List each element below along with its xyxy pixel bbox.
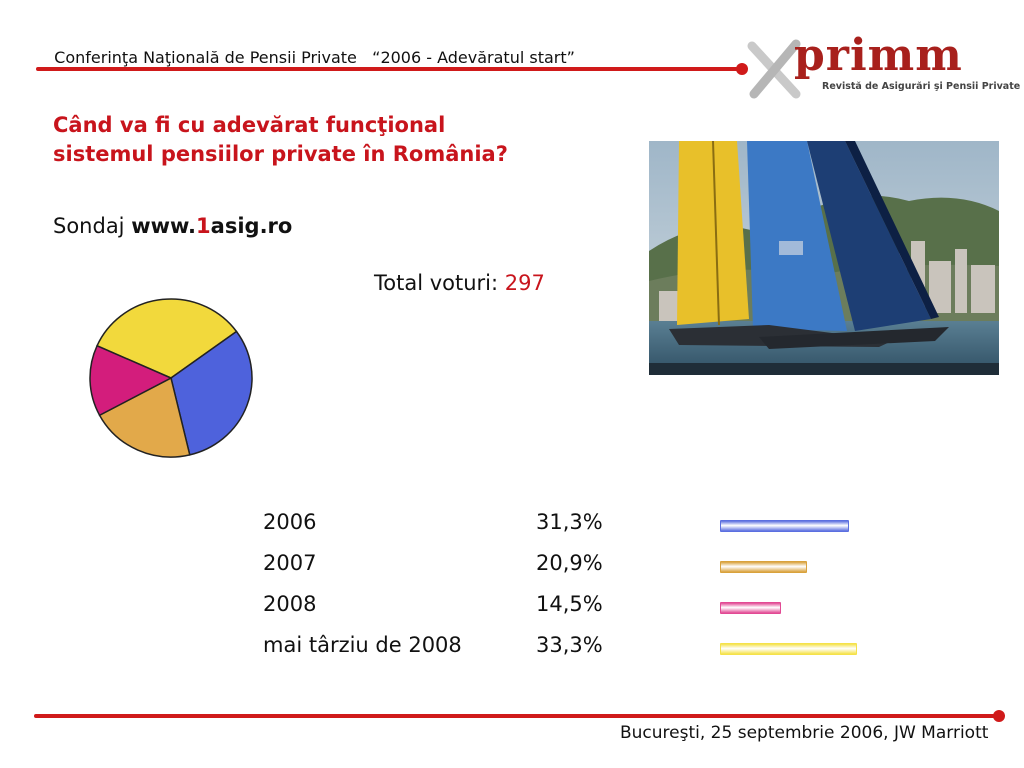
legend-label: 2008 — [263, 592, 317, 616]
pie-slice-2006 — [170, 330, 253, 456]
pie-slice-mai-târziu-de-2008 — [96, 298, 238, 379]
footer-divider — [34, 714, 998, 718]
primm-logo: primm Revistă de Asigurări şi Pensii Pri… — [746, 30, 1020, 102]
header-divider — [36, 67, 740, 71]
conference-name: Conferinţa Naţională de Pensii Private — [54, 48, 357, 67]
pie-chart — [89, 298, 253, 458]
survey-site: www.1asig.ro — [131, 214, 292, 238]
header-bar: Conferinţa Naţională de Pensii Private “… — [44, 29, 575, 67]
legend-value: 20,9% — [536, 551, 603, 575]
legend-label: 2007 — [263, 551, 317, 575]
logo-wordmark: primm — [794, 30, 963, 81]
legend-label: 2006 — [263, 510, 317, 534]
slide-title-line-1: Când va fi cu adevărat funcţional — [53, 113, 446, 137]
survey-source: Sondaj www.1asig.ro — [53, 214, 292, 238]
legend-bar — [720, 643, 857, 655]
footer-text: Bucureşti, 25 septembrie 2006, JW Marrio… — [620, 723, 989, 743]
survey-site-part-a: www. — [131, 214, 197, 238]
legend-bar — [720, 561, 807, 573]
total-votes-value: 297 — [504, 271, 545, 295]
pie-slice-2007 — [98, 376, 191, 458]
pie-slice-2008 — [89, 344, 173, 417]
survey-site-part-c: asig.ro — [210, 214, 293, 238]
legend-value: 33,3% — [536, 633, 603, 657]
total-votes-label: Total voturi: — [374, 271, 505, 295]
slide-title-line-2: sistemul pensiilor private în România? — [53, 142, 508, 166]
conference-slogan: “2006 - Adevăratul start” — [372, 48, 575, 67]
legend-value: 14,5% — [536, 592, 603, 616]
total-votes: Total voturi: 297 — [374, 271, 545, 295]
survey-site-part-b: 1 — [196, 214, 211, 238]
x-mark-icon — [747, 39, 801, 99]
legend-label: mai târziu de 2008 — [263, 633, 462, 657]
legend-bar — [720, 520, 849, 532]
header-divider-dot — [736, 63, 748, 75]
logo-tagline: Revistă de Asigurări şi Pensii Private — [822, 81, 1021, 92]
sailboats-photo — [649, 141, 999, 375]
slide-title: Când va fi cu adevărat funcţional sistem… — [53, 111, 508, 169]
legend-value: 31,3% — [536, 510, 603, 534]
footer-divider-dot — [993, 710, 1005, 722]
legend-bar — [720, 602, 781, 614]
survey-prefix: Sondaj — [53, 214, 132, 238]
